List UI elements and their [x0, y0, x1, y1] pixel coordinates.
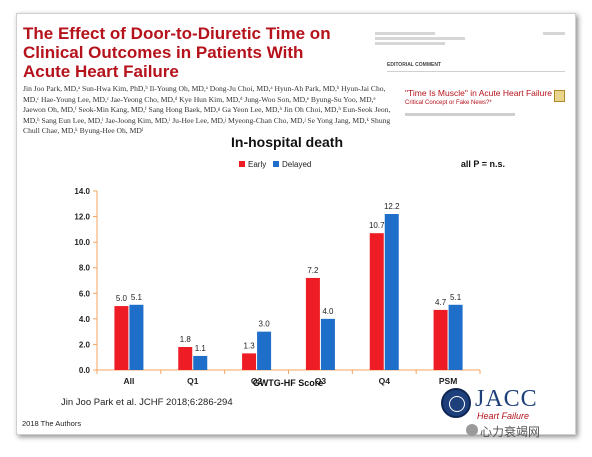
data-label: 4.0	[322, 307, 334, 316]
journal-name: JACC	[475, 386, 538, 412]
x-tick-label: Q4	[379, 376, 391, 386]
citation: Jin Joo Park et al. JCHF 2018;6:286-294	[61, 397, 233, 408]
legend-swatch-delayed	[273, 161, 279, 167]
y-tick-label: 12.0	[74, 213, 90, 222]
bar-early-all	[114, 306, 129, 370]
jacc-logo: JACC Heart Failure	[441, 386, 551, 426]
x-tick-label: Q3	[315, 376, 327, 386]
bar-early-psm	[433, 309, 448, 370]
data-label: 1.3	[244, 341, 256, 350]
data-label: 12.2	[384, 202, 400, 211]
y-tick-label: 2.0	[79, 340, 91, 349]
y-tick-label: 10.0	[74, 238, 90, 247]
x-tick-label: Q2	[251, 376, 263, 386]
editorial-subtitle: Critical Concept or Fake News?*	[405, 100, 492, 106]
wechat-icon	[466, 424, 478, 436]
y-tick-label: 6.0	[79, 289, 91, 298]
slide: The Effect of Door-to-Diuretic Time on C…	[16, 13, 576, 435]
paper-authors: Jin Joo Park, MD,ᵃ Sun-Hwa Kim, PhD,ᵇ Il…	[23, 84, 391, 136]
in-hospital-death-chart: In-hospital death all P = n.s. Early Dela…	[74, 134, 505, 388]
y-tick-label: 4.0	[79, 315, 91, 324]
bar-delayed-q4	[384, 214, 399, 370]
chart-title: In-hospital death	[231, 134, 343, 150]
y-tick-label: 0.0	[79, 366, 91, 375]
bar-delayed-psm	[448, 304, 463, 370]
editorial-authors	[405, 113, 515, 116]
data-label: 5.1	[450, 293, 462, 302]
bar-early-q4	[369, 233, 384, 370]
chart-bars: 5.0 5.11.81.1 1.33.07.24.010.712.24.75.1	[114, 202, 463, 370]
data-label: 5.0	[116, 294, 128, 303]
editorial-divider	[387, 71, 565, 72]
copyright: 2018 The Authors	[22, 419, 82, 428]
legend-label-delayed: Delayed	[282, 160, 311, 169]
legend-swatch-early	[239, 161, 245, 167]
x-tick-label: Q1	[187, 376, 199, 386]
editorial-title: "Time Is Muscle" in Acute Heart Failure	[405, 88, 552, 98]
bar-delayed-q1	[193, 355, 208, 370]
data-label: 1.1	[195, 344, 207, 353]
watermark: 心力衰竭网	[480, 425, 541, 439]
legend-label-early: Early	[248, 160, 266, 169]
bar-early-q2	[242, 353, 257, 370]
chart-axes: 0.0 2.0 4.0 6.0 8.0 10.0 12.0 14.0 All Q1 Q2 Q3 Q4 PS…	[74, 187, 481, 386]
chart-annotation: all P = n.s.	[461, 159, 505, 169]
data-label: 10.7	[369, 221, 385, 230]
bar-early-q1	[178, 346, 193, 370]
x-tick-label: All	[123, 376, 134, 386]
paper-title: The Effect of Door-to-Diuretic Time on C…	[23, 24, 331, 81]
data-label: 7.2	[307, 266, 319, 275]
x-axis-label: GWTG-HF Score	[253, 378, 324, 388]
data-label: 3.0	[259, 320, 271, 329]
y-tick-label: 8.0	[79, 264, 91, 273]
bar-delayed-q2	[257, 331, 272, 370]
data-label: 5.1	[131, 293, 143, 302]
bar-early-q3	[305, 277, 320, 370]
editorial-header	[375, 32, 565, 45]
acc-seal-icon	[441, 388, 471, 418]
bar-delayed-q3	[320, 318, 335, 370]
editorial-label: EDITORIAL COMMENT	[387, 62, 441, 68]
data-label: 4.7	[435, 298, 447, 307]
journal-subtitle: Heart Failure	[477, 411, 530, 421]
data-label: 1.8	[180, 335, 192, 344]
x-tick-label: PSM	[439, 376, 457, 386]
y-tick-label: 14.0	[74, 187, 90, 196]
chart-legend: Early Delayed	[239, 160, 311, 169]
bar-delayed-all	[129, 304, 144, 370]
crossmark-icon	[554, 90, 565, 102]
